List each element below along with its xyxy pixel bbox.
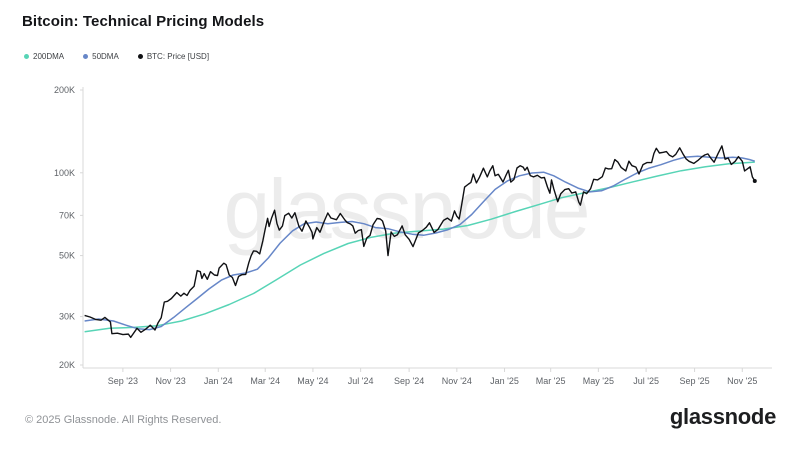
- x-tick-label: Jan '25: [490, 376, 519, 386]
- axes: 200K 100K 70K 50K 30K 20K Sep '23 Nov '23 Jan '2…: [54, 85, 772, 386]
- x-tick-label: Sep '25: [679, 376, 709, 386]
- x-tick-label: Mar '25: [536, 376, 566, 386]
- dma200-line: [84, 161, 755, 333]
- x-tick-label: Sep '24: [394, 376, 424, 386]
- x-tick-label: May '24: [297, 376, 328, 386]
- legend-label: 50DMA: [92, 52, 119, 61]
- x-tick-label: Mar '24: [250, 376, 280, 386]
- x-tick-label: Nov '23: [155, 376, 185, 386]
- dma50-line: [84, 155, 756, 331]
- legend-label: 200DMA: [33, 52, 65, 61]
- x-tick-label: Nov '24: [442, 376, 472, 386]
- x-tick-label: Jan '24: [204, 376, 233, 386]
- legend: 200DMA 50DMA BTC: Price [USD]: [24, 52, 209, 61]
- y-tick-label: 100K: [54, 168, 75, 178]
- chart-container: glassnode 200K 100K 70K 50K 30K 20K Sep '23 Nov…: [0, 80, 800, 395]
- x-tick-label: May '25: [583, 376, 614, 386]
- y-tick-label: 50K: [59, 251, 75, 261]
- watermark: glassnode: [224, 162, 589, 256]
- x-tick-label: Nov '25: [727, 376, 757, 386]
- legend-item-50dma[interactable]: 50DMA: [83, 52, 119, 61]
- legend-dot: [83, 54, 89, 59]
- legend-item-btc-price-usd-[interactable]: BTC: Price [USD]: [137, 52, 210, 61]
- x-tick-label: Jul '25: [633, 376, 659, 386]
- y-tick-label: 20K: [59, 360, 75, 370]
- price-end-dot: [752, 178, 757, 183]
- x-tick-label: Jul '24: [348, 376, 374, 386]
- legend-dot: [137, 54, 143, 59]
- x-tick-label: Sep '23: [108, 376, 138, 386]
- y-tick-label: 70K: [59, 210, 75, 220]
- y-tick-label: 200K: [54, 85, 75, 95]
- legend-label: BTC: Price [USD]: [146, 52, 210, 61]
- page-title: Bitcoin: Technical Pricing Models: [22, 13, 265, 30]
- y-tick-label: 30K: [59, 312, 75, 322]
- footer-copyright: © 2025 Glassnode. All Rights Reserved.: [25, 414, 222, 426]
- legend-dot: [24, 54, 29, 59]
- price-line: [84, 145, 756, 339]
- legend-item-200dma[interactable]: 200DMA: [24, 52, 64, 61]
- chart[interactable]: glassnode 200K 100K 70K 50K 30K 20K Sep '23 Nov…: [0, 80, 800, 395]
- glassnode-logo: glassnode: [669, 404, 776, 429]
